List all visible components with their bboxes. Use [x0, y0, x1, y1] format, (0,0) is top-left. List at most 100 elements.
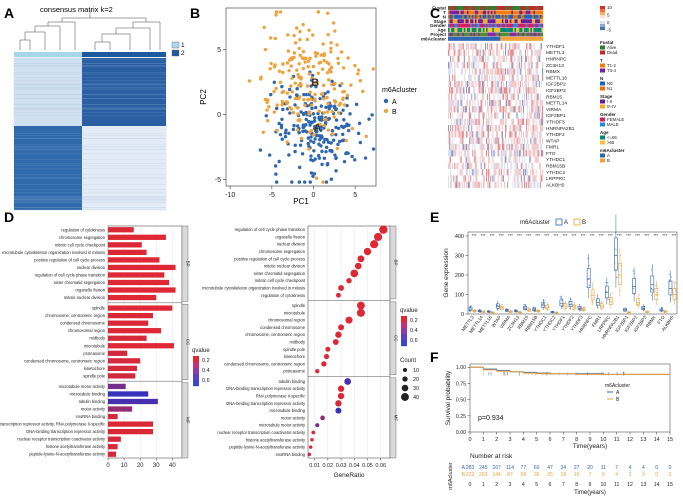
heatmap-cell	[489, 68, 491, 75]
heatmap-cell	[505, 118, 507, 126]
heatmap-cell	[509, 74, 511, 82]
annotation-cell	[541, 36, 544, 41]
heatmap-cell	[471, 87, 473, 94]
heatmap-cell	[495, 80, 497, 88]
dot	[332, 339, 339, 345]
heatmap-cell	[467, 162, 469, 170]
heatmap-cell	[533, 112, 535, 119]
heatmap-cell	[488, 112, 490, 119]
heatmap-cell	[503, 125, 506, 132]
heatmap-cell	[451, 68, 453, 75]
heatmap-cell	[499, 131, 501, 138]
annotation-cell	[489, 28, 491, 32]
dot-label: nuclear receptor transcription coactivat…	[217, 430, 306, 435]
scatter-point-b	[326, 128, 330, 132]
heatmap-cell	[519, 125, 521, 132]
heatmap-cell	[454, 99, 456, 107]
annotation-cell	[522, 19, 525, 24]
dot-label: nuclear division	[277, 242, 306, 247]
heatmap-cell	[461, 156, 463, 163]
heatmap-cell	[503, 49, 506, 56]
scatter-point-a	[311, 112, 316, 116]
annotation-label: T	[443, 10, 446, 15]
heatmap-cell	[493, 106, 495, 113]
annotation-label: Age	[437, 28, 446, 33]
heatmap-cell	[501, 112, 504, 119]
heatmap-cell	[489, 62, 491, 69]
row-label-fmr1: FMR1	[546, 145, 559, 151]
box-jitter-point	[638, 303, 640, 305]
dot	[344, 378, 352, 385]
box-jitter-point	[663, 310, 666, 312]
heatmap-cell	[501, 150, 504, 157]
heatmap-cell	[534, 181, 536, 189]
heatmap-cell	[499, 118, 501, 126]
heatmap-cell	[454, 169, 456, 176]
heatmap-cell	[515, 112, 517, 119]
heatmap-cell	[507, 62, 509, 69]
heatmap-cell	[452, 143, 454, 151]
heatmap-cell	[475, 55, 477, 63]
heatmap-cell	[450, 150, 452, 157]
scatter-point-b	[295, 68, 299, 72]
heatmap-cell	[521, 99, 524, 107]
annotation-cell	[525, 14, 528, 19]
heatmap-cell	[506, 62, 508, 69]
scatter-point-b	[287, 68, 291, 73]
heatmap-cell	[483, 156, 486, 163]
heatmap-cell	[470, 150, 472, 157]
annotation-cell	[500, 19, 503, 24]
heatmap-cell	[451, 150, 453, 157]
heatmap-cell	[448, 175, 450, 182]
heatmap-cell	[459, 93, 461, 101]
heatmap-cell	[505, 156, 507, 163]
legend-swatch	[600, 117, 605, 122]
heatmap-cell	[511, 143, 513, 151]
annotation-cell	[541, 19, 544, 24]
scatter-point-a	[308, 123, 312, 127]
heatmap-cell	[462, 169, 464, 176]
box-jitter-point	[614, 269, 616, 271]
scatter-point-b	[353, 63, 357, 68]
annotation-cell	[531, 23, 534, 28]
heatmap-cell	[536, 106, 538, 113]
scatter-point-a	[334, 156, 338, 160]
risk-x-axis-label: Time(years)	[574, 490, 606, 496]
heatmap-cell	[494, 99, 496, 107]
heatmap-cell	[496, 43, 498, 50]
row-label-zc3h13: ZC3H13	[546, 63, 564, 69]
heatmap-cell	[517, 169, 519, 176]
scatter-point-b	[332, 115, 336, 119]
heatmap-cell	[470, 169, 472, 176]
heatmap-cell	[480, 87, 482, 94]
heatmap-cell	[450, 74, 452, 82]
panel-b-cluster-a-label: A	[314, 123, 322, 135]
heatmap-cell	[457, 131, 459, 138]
heatmap-cell	[515, 169, 517, 176]
heatmap-cell	[464, 131, 467, 138]
heatmap-cell	[459, 112, 461, 119]
heatmap-cell	[471, 43, 473, 50]
heatmap-cell	[478, 125, 480, 132]
risk-x-tick-label: 2	[495, 482, 498, 488]
bar	[108, 249, 147, 256]
scatter-point-b	[296, 97, 301, 101]
heatmap-cell	[508, 125, 510, 132]
heatmap-cell	[456, 181, 458, 189]
annotation-cell	[473, 10, 476, 15]
scale-step	[600, 21, 605, 25]
heatmap-cell	[489, 181, 491, 189]
annotation-cell	[460, 32, 463, 37]
dot-label: motor activity	[281, 415, 306, 420]
scatter-point-a	[302, 92, 306, 97]
heatmap-cell	[477, 175, 479, 182]
scatter-point-b	[361, 89, 365, 94]
heatmap-cell	[458, 125, 460, 132]
heatmap-cell	[529, 150, 531, 157]
heatmap-cell	[505, 169, 507, 176]
heatmap-cell	[494, 68, 496, 75]
heatmap-cell	[486, 80, 488, 88]
dot	[315, 368, 320, 374]
risk-x-tick-label: 10	[600, 482, 606, 488]
heatmap-cell	[518, 137, 520, 145]
